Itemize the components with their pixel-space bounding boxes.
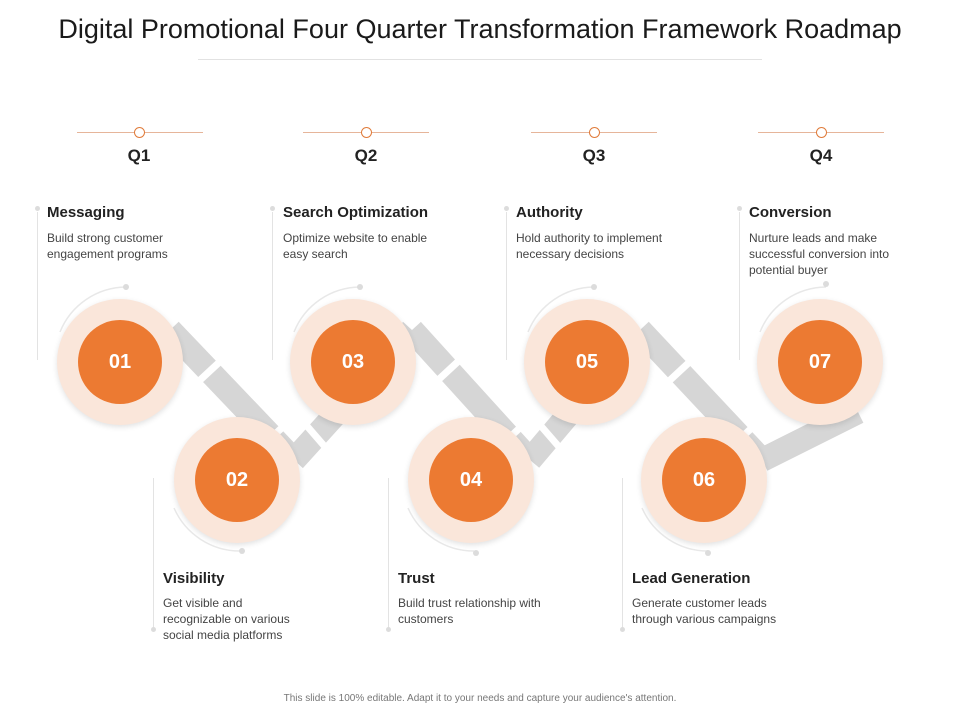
q2-marker-icon <box>361 127 372 138</box>
step-04-number: 04 <box>459 468 483 491</box>
step-07-title: Conversion <box>749 204 832 221</box>
step-01-title: Messaging <box>47 204 125 221</box>
step-07-desc: Nurture leads and make successful convers… <box>749 231 890 277</box>
step-07-circle: 07 <box>757 299 883 425</box>
step-02-circle: 02 <box>174 417 300 543</box>
step-05-dot <box>504 206 509 211</box>
step-07-rule <box>739 212 740 360</box>
step-03-rule <box>272 212 273 360</box>
step-05-circle: 05 <box>524 299 650 425</box>
step-04-title: Trust <box>398 570 435 587</box>
page-title: Digital Promotional Four Quarter Transfo… <box>58 14 902 44</box>
q2-label: Q2 <box>354 146 378 165</box>
step-07-number: 07 <box>808 350 832 373</box>
step-06-desc: Generate customer leads through various c… <box>632 596 777 626</box>
step-02-badge: 02 <box>195 438 279 522</box>
step-03-circle: 03 <box>290 299 416 425</box>
step-01-desc: Build strong customer engagement programs <box>47 231 168 261</box>
step-06-dot <box>620 627 625 632</box>
step-06-title: Lead Generation <box>632 570 751 587</box>
step-05-rule <box>506 212 507 360</box>
step-02-dot <box>151 627 156 632</box>
step-07-dot <box>737 206 742 211</box>
step-01-rule <box>37 212 38 360</box>
step-03-number: 03 <box>341 350 365 373</box>
step-04-rule <box>388 478 389 628</box>
step-05-number: 05 <box>575 350 599 373</box>
step-04-circle: 04 <box>408 417 534 543</box>
step-01-dot <box>35 206 40 211</box>
step-05-title: Authority <box>516 204 583 221</box>
step-01-badge: 01 <box>78 320 162 404</box>
step-06-rule <box>622 478 623 628</box>
step-04-desc: Build trust relationship with customers <box>398 596 541 626</box>
step-03-desc: Optimize website to enable easy search <box>283 231 428 261</box>
q1-label: Q1 <box>127 146 151 165</box>
step-06-badge: 06 <box>662 438 746 522</box>
title-divider <box>198 59 762 60</box>
footer-note: This slide is 100% editable. Adapt it to… <box>283 693 677 704</box>
q4-marker-icon <box>816 127 827 138</box>
q4-label: Q4 <box>809 146 833 165</box>
q3-marker-icon <box>589 127 600 138</box>
step-03-dot <box>270 206 275 211</box>
step-04-badge: 04 <box>429 438 513 522</box>
step-02-number: 02 <box>225 468 249 491</box>
q3-label: Q3 <box>582 146 606 165</box>
step-02-desc: Get visible and recognizable on various so… <box>163 596 290 642</box>
step-02-rule <box>153 478 154 628</box>
q1-marker-icon <box>134 127 145 138</box>
step-04-dot <box>386 627 391 632</box>
step-03-badge: 03 <box>311 320 395 404</box>
step-05-badge: 05 <box>545 320 629 404</box>
step-03-title: Search Optimization <box>283 204 429 221</box>
step-01-number: 01 <box>108 350 132 373</box>
step-07-badge: 07 <box>778 320 862 404</box>
step-05-desc: Hold authority to implement necessary dec… <box>516 231 663 261</box>
step-02-title: Visibility <box>163 570 225 587</box>
step-01-circle: 01 <box>57 299 183 425</box>
step-06-number: 06 <box>692 468 716 491</box>
step-06-circle: 06 <box>641 417 767 543</box>
